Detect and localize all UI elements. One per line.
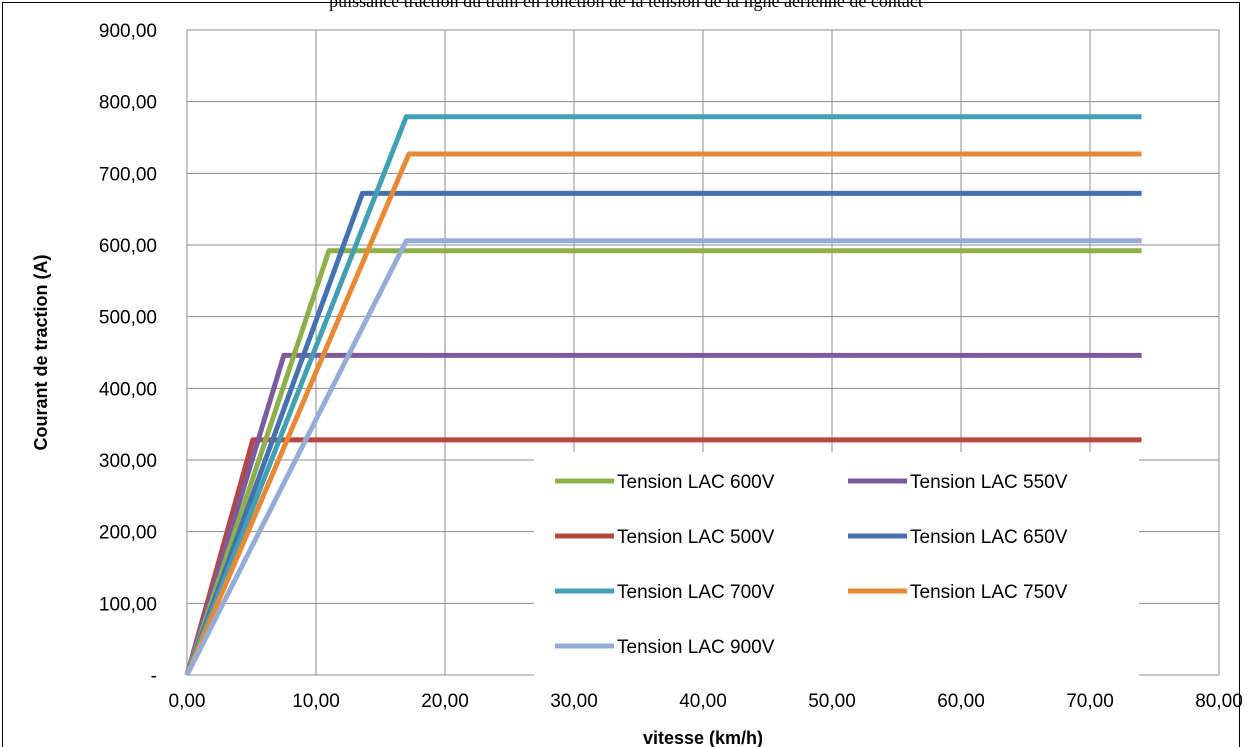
- x-tick-label: 40,00: [679, 691, 727, 712]
- legend-label: Tension LAC 500V: [617, 527, 775, 548]
- legend-label: Tension LAC 750V: [910, 582, 1068, 603]
- legend: Tension LAC 600V Tension LAC 550V Tension …: [555, 472, 1068, 658]
- y-tick-label: 400,00: [99, 379, 157, 400]
- y-axis-tick-labels: - 100,00 200,00 300,00 400,00 500,00 600,00 700…: [99, 21, 157, 687]
- series-line: [184, 151, 1142, 676]
- x-tick-label: 80,00: [1195, 691, 1243, 712]
- y-tick-label: 500,00: [99, 308, 157, 329]
- legend-label: Tension LAC 900V: [617, 637, 775, 658]
- legend-label: Tension LAC 550V: [910, 472, 1068, 493]
- x-tick-label: 50,00: [808, 691, 856, 712]
- x-axis-tick-labels: 0,00 10,00 20,00 30,00 40,00 50,00 60,00 70,00 8…: [169, 691, 1243, 712]
- x-tick-label: 10,00: [292, 691, 340, 712]
- chart-caption: puissance traction du tram en fonction d…: [329, 0, 923, 11]
- x-tick-label: 20,00: [421, 691, 469, 712]
- x-axis-title: vitesse (km/h): [643, 728, 763, 747]
- series-line: [184, 248, 1142, 676]
- y-axis-title: Courant de traction (A): [31, 254, 51, 450]
- y-tick-label: 100,00: [99, 594, 157, 615]
- y-tick-label: 200,00: [99, 523, 157, 544]
- y-tick-label: 600,00: [99, 236, 157, 257]
- y-tick-label: 800,00: [99, 93, 157, 114]
- y-tick-label: 900,00: [99, 21, 157, 42]
- series-line: [184, 238, 1142, 677]
- y-tick-label: 700,00: [99, 164, 157, 185]
- x-tick-label: 30,00: [550, 691, 598, 712]
- legend-box: [534, 452, 1139, 677]
- legend-label: Tension LAC 600V: [617, 472, 775, 493]
- series-lines: [184, 114, 1142, 677]
- series-line: [184, 114, 1142, 676]
- legend-label: Tension LAC 700V: [617, 582, 775, 603]
- series-line: [184, 352, 1142, 676]
- y-tick-label: -: [151, 666, 157, 687]
- x-tick-label: 70,00: [1066, 691, 1114, 712]
- legend-label: Tension LAC 650V: [910, 527, 1068, 548]
- y-tick-label: 300,00: [99, 451, 157, 472]
- x-tick-label: 60,00: [937, 691, 985, 712]
- x-tick-label: 0,00: [169, 691, 206, 712]
- series-line: [184, 190, 1142, 676]
